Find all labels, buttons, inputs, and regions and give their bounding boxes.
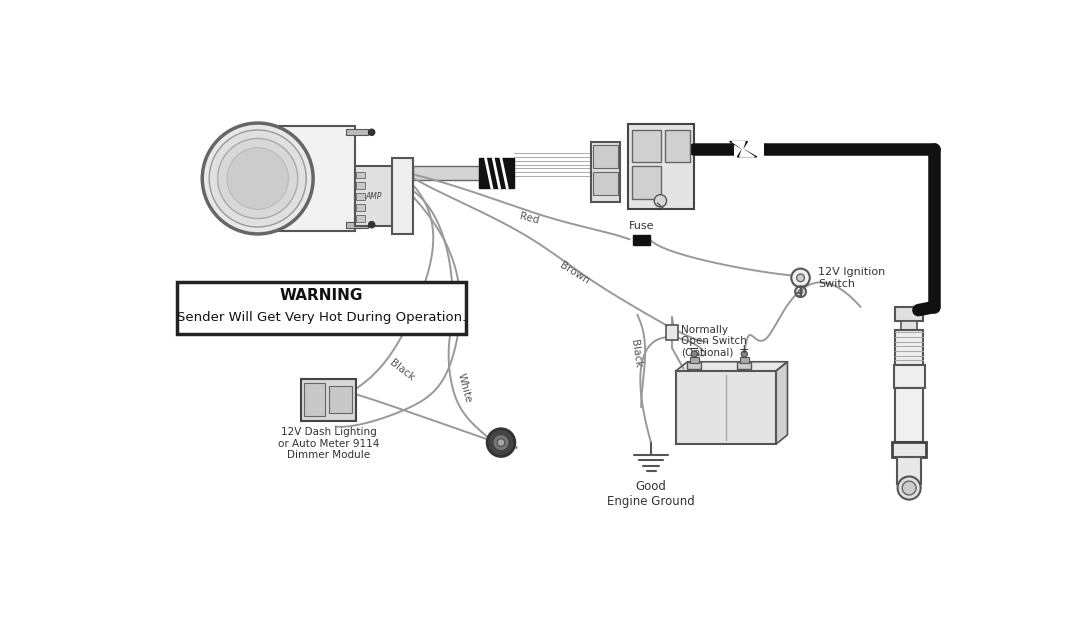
Text: Fuse: Fuse — [629, 221, 655, 231]
Text: White: White — [455, 372, 473, 404]
Bar — [593, 172, 618, 195]
Bar — [356, 215, 366, 222]
Bar — [300, 378, 356, 421]
Circle shape — [218, 138, 297, 219]
Bar — [266, 126, 355, 231]
Bar — [328, 386, 352, 413]
Bar — [632, 130, 661, 162]
Text: AMP: AMP — [365, 193, 381, 202]
Bar — [392, 158, 413, 234]
Bar — [413, 166, 498, 180]
Bar — [632, 166, 661, 198]
Bar — [895, 388, 923, 442]
Circle shape — [493, 434, 510, 451]
Bar — [628, 124, 693, 209]
Bar — [356, 172, 366, 179]
Circle shape — [369, 222, 374, 228]
Circle shape — [209, 130, 306, 227]
Bar — [895, 307, 923, 321]
Bar — [901, 321, 916, 330]
Bar — [480, 158, 514, 188]
Bar — [690, 357, 699, 363]
Circle shape — [902, 481, 916, 495]
Bar — [347, 129, 368, 136]
Bar — [356, 204, 366, 211]
Text: Brown: Brown — [558, 261, 591, 286]
Text: WARNING: WARNING — [280, 288, 363, 303]
Bar — [633, 235, 650, 245]
Bar — [355, 166, 392, 226]
Bar — [895, 330, 923, 365]
Circle shape — [487, 429, 515, 456]
Bar — [688, 362, 702, 370]
Bar — [897, 457, 922, 484]
Text: Good
Engine Ground: Good Engine Ground — [607, 479, 695, 508]
Circle shape — [691, 351, 697, 357]
Circle shape — [202, 123, 313, 234]
Text: Sender Will Get Very Hot During Operation.: Sender Will Get Very Hot During Operatio… — [177, 311, 466, 323]
Bar — [591, 141, 620, 202]
Bar — [737, 362, 751, 370]
Circle shape — [791, 269, 810, 287]
Polygon shape — [732, 141, 754, 157]
Circle shape — [226, 148, 289, 209]
Text: Black: Black — [629, 339, 643, 368]
Circle shape — [497, 439, 505, 446]
Bar — [665, 130, 690, 162]
Bar — [356, 193, 366, 200]
Polygon shape — [676, 362, 788, 371]
Circle shape — [655, 195, 666, 207]
Bar — [347, 222, 368, 228]
Circle shape — [796, 274, 805, 281]
Bar — [593, 145, 618, 169]
Text: Red: Red — [518, 211, 540, 226]
Bar — [739, 357, 749, 363]
Polygon shape — [730, 141, 756, 157]
Circle shape — [898, 477, 921, 500]
Text: 12V Dash Lighting
or Auto Meter 9114
Dimmer Module: 12V Dash Lighting or Auto Meter 9114 Dim… — [278, 427, 379, 460]
Bar — [892, 442, 926, 457]
Bar — [676, 371, 776, 444]
Bar — [177, 281, 466, 334]
Text: Black: Black — [387, 358, 416, 383]
Circle shape — [369, 129, 374, 136]
Bar — [734, 140, 764, 158]
Text: Normally
Open Switch
(Optional): Normally Open Switch (Optional) — [681, 325, 747, 358]
Text: Blue: Blue — [367, 302, 384, 327]
Text: −: − — [689, 343, 700, 356]
Text: +: + — [739, 343, 750, 356]
Bar — [356, 183, 366, 190]
Text: 12V Ignition
Switch: 12V Ignition Switch — [819, 267, 885, 288]
Bar — [304, 382, 325, 417]
Polygon shape — [776, 362, 788, 444]
Bar — [666, 325, 678, 340]
Circle shape — [741, 351, 748, 357]
Bar — [894, 365, 925, 388]
